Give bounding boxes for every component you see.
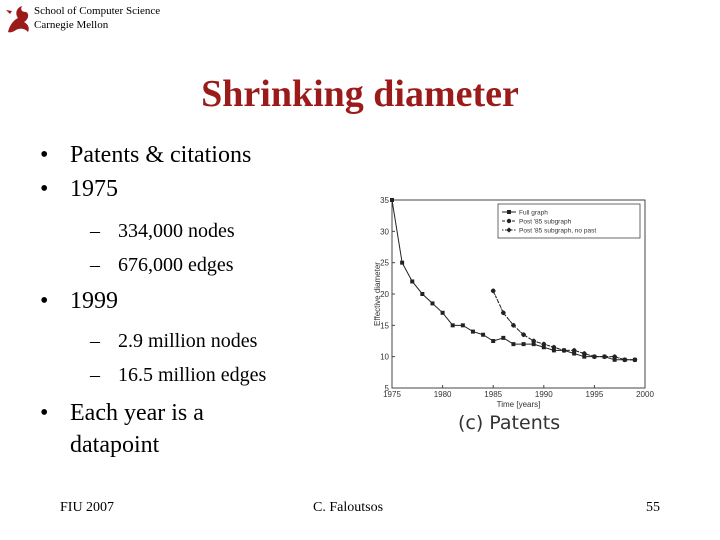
x-tick-label: 1995 bbox=[586, 390, 604, 399]
footer-left: FIU 2007 bbox=[60, 500, 115, 515]
sub-bullet-item: –334,000 nodes bbox=[90, 220, 235, 242]
data-point bbox=[500, 310, 506, 316]
data-point bbox=[541, 345, 546, 350]
legend-marker bbox=[506, 218, 512, 224]
x-tick-label: 1985 bbox=[484, 390, 502, 399]
bullet-item: • Each year is a bbox=[40, 400, 204, 426]
data-point bbox=[622, 357, 628, 363]
page-number: 55 bbox=[646, 500, 660, 515]
diameter-chart: 5 10 15 20 25 30 35 1975 1980 1985 1990 1995 2000 Tim… bbox=[373, 196, 654, 409]
data-point bbox=[390, 198, 394, 202]
slide-title: Shrinking diameter bbox=[201, 73, 519, 115]
data-point bbox=[551, 348, 556, 353]
y-tick-label: 25 bbox=[380, 259, 389, 268]
chart-caption: (c) Patents bbox=[458, 412, 561, 434]
x-tick-label: 1980 bbox=[434, 390, 452, 399]
school-line-2: Carnegie Mellon bbox=[34, 19, 109, 31]
data-point bbox=[632, 357, 638, 363]
x-tick-label: 2000 bbox=[636, 390, 654, 399]
data-point bbox=[440, 310, 445, 315]
school-line-1: School of Computer Science bbox=[34, 5, 161, 17]
data-point bbox=[501, 335, 506, 340]
bullet-item: • 1975 bbox=[40, 176, 118, 202]
y-tick-label: 20 bbox=[380, 290, 389, 299]
y-tick-label: 5 bbox=[385, 384, 390, 393]
y-tick-label: 30 bbox=[380, 227, 389, 236]
sub-bullet-item: –2.9 million nodes bbox=[90, 330, 258, 352]
bullet-continuation: datapoint bbox=[70, 432, 160, 458]
x-tick-label: 1975 bbox=[383, 390, 401, 399]
legend-label: Full graph bbox=[519, 210, 548, 217]
school-name: School of Computer Science Carnegie Mell… bbox=[34, 4, 160, 32]
bullet-item: • Patents & citations bbox=[40, 142, 252, 168]
data-point bbox=[551, 344, 557, 350]
y-tick-label: 15 bbox=[380, 321, 389, 330]
legend-box bbox=[497, 203, 641, 239]
legend-label: Post '85 subgraph, no past bbox=[519, 228, 596, 235]
bullet-item: • 1999 bbox=[40, 288, 118, 314]
y-axis-label: Effective diameter bbox=[373, 262, 382, 326]
data-point bbox=[490, 288, 496, 294]
x-axis-label: Time [years] bbox=[497, 400, 541, 409]
data-point bbox=[511, 342, 516, 347]
data-point bbox=[510, 322, 517, 328]
legend-marker bbox=[506, 227, 512, 233]
data-point bbox=[400, 260, 405, 265]
data-point bbox=[521, 342, 526, 347]
cmu-dragon-logo bbox=[6, 6, 29, 33]
footer-center: C. Faloutsos bbox=[313, 500, 384, 515]
sub-bullet-item: –16.5 million edges bbox=[90, 364, 267, 386]
y-tick-label: 10 bbox=[380, 353, 389, 362]
x-tick-label: 1990 bbox=[535, 390, 553, 399]
legend-marker bbox=[507, 210, 511, 214]
data-point bbox=[481, 332, 486, 337]
data-point bbox=[410, 279, 415, 284]
data-point bbox=[470, 329, 475, 334]
data-point bbox=[572, 351, 577, 356]
data-point bbox=[531, 342, 536, 347]
legend-label: Post '85 subgraph bbox=[519, 219, 572, 226]
data-point bbox=[531, 338, 537, 344]
data-point bbox=[491, 339, 496, 343]
data-point bbox=[420, 292, 425, 296]
data-point bbox=[582, 354, 587, 359]
data-point bbox=[450, 323, 455, 328]
data-point bbox=[460, 323, 465, 328]
sub-bullet-item: –676,000 edges bbox=[90, 254, 234, 276]
data-point bbox=[430, 301, 435, 306]
y-tick-label: 35 bbox=[380, 196, 389, 205]
data-point bbox=[612, 357, 617, 362]
